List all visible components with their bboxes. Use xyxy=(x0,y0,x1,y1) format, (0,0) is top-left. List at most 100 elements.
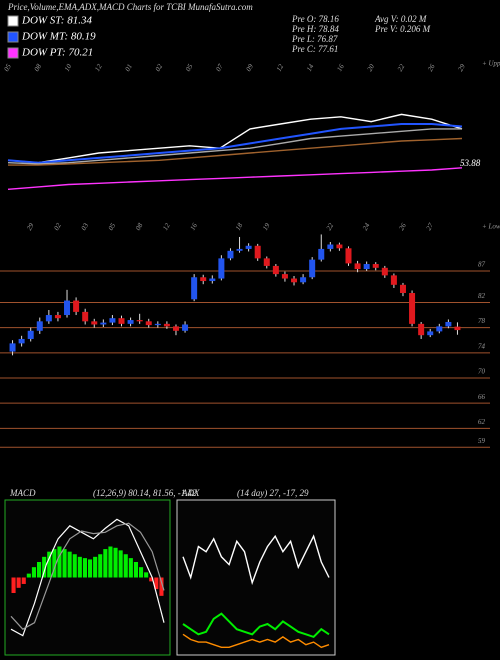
candle-body xyxy=(45,315,52,322)
histogram-bar xyxy=(103,549,108,578)
candle-body xyxy=(200,277,207,282)
candle-body xyxy=(73,300,80,312)
candle-body xyxy=(300,277,307,283)
histogram-bar xyxy=(123,554,128,578)
candle-body xyxy=(281,274,288,279)
page-title: Price,Volume,EMA,ADX,MACD Charts for TCB… xyxy=(7,2,253,12)
side-label: + Upper xyxy=(482,60,500,68)
histogram-bar xyxy=(77,556,82,578)
candle-body xyxy=(182,324,189,331)
x-tick-label: 07 xyxy=(214,62,225,72)
candle-body xyxy=(363,264,370,270)
x-tick-label: 14 xyxy=(305,62,316,72)
histogram-bar xyxy=(72,554,77,578)
side-label: + Lower xyxy=(482,223,500,231)
y-tick-label: 87 xyxy=(478,261,486,269)
y-tick-label: 70 xyxy=(478,368,486,376)
histogram-bar xyxy=(67,551,72,578)
stat: Pre C: 77.61 xyxy=(291,44,338,54)
candle-body xyxy=(100,322,107,325)
panel-subtitle: (14 day) 27, -17, 29 xyxy=(237,488,309,498)
histogram-bar xyxy=(93,556,98,578)
stat: Pre L: 76.87 xyxy=(291,34,338,44)
candle-body xyxy=(436,326,443,332)
legend-label: DOW PT: 70.21 xyxy=(21,47,93,59)
histogram-bar xyxy=(118,550,123,578)
series-line xyxy=(10,522,165,630)
histogram-bar xyxy=(88,559,93,578)
candle-body xyxy=(409,293,416,324)
histogram-bar xyxy=(31,567,36,578)
x-tick-label: 26 xyxy=(397,221,408,231)
candle-body xyxy=(154,323,161,326)
x-tick-label: 27 xyxy=(425,221,436,231)
x-tick-label: 19 xyxy=(261,221,272,231)
x-tick-label: 08 xyxy=(33,62,44,72)
y-tick-label: 78 xyxy=(478,317,486,325)
stat: Pre V: 0.206 M xyxy=(374,24,431,34)
x-tick-label: 16 xyxy=(335,62,346,72)
histogram-bar xyxy=(128,558,133,578)
histogram-bar xyxy=(21,577,26,584)
x-tick-label: 05 xyxy=(184,62,195,72)
histogram-bar xyxy=(154,577,159,590)
x-tick-label: 12 xyxy=(275,62,286,72)
x-tick-label: 26 xyxy=(426,62,437,72)
histogram-bar xyxy=(113,547,118,578)
y-tick-label: 66 xyxy=(478,393,486,401)
candle-body xyxy=(272,265,279,275)
histogram-bar xyxy=(159,577,164,596)
histogram-bar xyxy=(133,562,138,578)
series-line xyxy=(182,612,330,639)
candle-body xyxy=(227,250,234,259)
candle-body xyxy=(327,244,334,249)
y-tick-label: 59 xyxy=(478,437,486,445)
candle-body xyxy=(418,323,425,336)
stat: Avg V: 0.02 M xyxy=(374,14,427,24)
candle-body xyxy=(136,320,143,322)
candle-body xyxy=(163,323,170,327)
candle-body xyxy=(381,267,388,276)
candle-body xyxy=(318,248,325,260)
series-line xyxy=(8,137,463,166)
x-tick-label: 24 xyxy=(361,221,372,231)
panel-subtitle: (12,26,9) 80.14, 81.56, -1.42 xyxy=(93,488,197,498)
candle-body xyxy=(236,248,243,251)
candle-body xyxy=(399,284,406,293)
y-tick-label: 82 xyxy=(478,292,486,300)
candle-body xyxy=(191,277,198,300)
candle-body xyxy=(336,244,343,249)
candle-body xyxy=(172,326,179,331)
candle-body xyxy=(82,311,89,322)
y-tick-label: 74 xyxy=(478,342,486,350)
candle-body xyxy=(118,318,125,324)
candle-body xyxy=(27,330,34,339)
histogram-bar xyxy=(144,572,149,578)
candle-body xyxy=(354,263,361,270)
candle-body xyxy=(18,338,25,344)
candle-body xyxy=(91,321,98,325)
series-line xyxy=(182,534,330,586)
histogram-bar xyxy=(47,551,52,578)
histogram-bar xyxy=(26,573,31,578)
histogram-bar xyxy=(16,577,21,588)
x-tick-label: 29 xyxy=(25,221,36,231)
x-tick-label: 08 xyxy=(134,221,145,231)
histogram-bar xyxy=(149,577,154,582)
candle-body xyxy=(291,278,298,283)
legend-label: DOW MT: 80.19 xyxy=(21,31,96,43)
x-tick-label: 05 xyxy=(107,221,118,231)
annotation: 53.88 xyxy=(460,158,481,168)
x-tick-label: 16 xyxy=(189,221,200,231)
candle-body xyxy=(263,258,270,266)
x-tick-label: 02 xyxy=(154,62,165,72)
candle-body xyxy=(109,318,116,323)
legend-label: DOW ST: 81.34 xyxy=(21,15,92,27)
histogram-bar xyxy=(98,554,103,578)
candle-body xyxy=(345,248,352,264)
histogram-bar xyxy=(139,567,144,578)
series-line xyxy=(7,167,463,190)
histogram-bar xyxy=(37,562,42,578)
y-tick-label: 62 xyxy=(478,418,486,426)
candle-body xyxy=(54,315,61,319)
